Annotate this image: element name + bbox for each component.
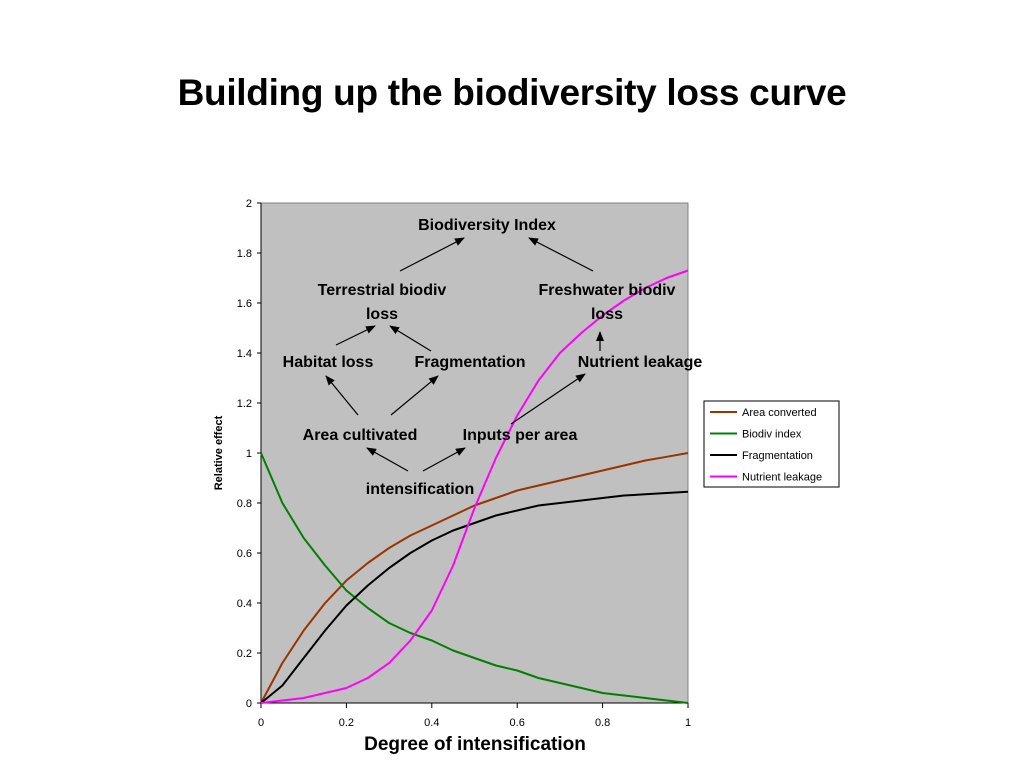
x-tick-label: 0.2 — [339, 717, 354, 729]
y-tick-label: 2 — [246, 198, 252, 210]
arrow-fragmentation-to-terrestrial — [389, 325, 432, 352]
y-tick-label: 0.8 — [237, 498, 252, 510]
legend-label-area-converted: Area converted — [742, 407, 817, 419]
arrow-area-to-fragmentation — [390, 375, 439, 416]
y-axis-title: Relative effect — [213, 415, 225, 490]
y-tick-label: 0 — [246, 698, 252, 710]
diagram-node-biodiversity-index: Biodiversity Index — [418, 217, 556, 234]
diagram-node-habitat-loss: Habitat loss — [283, 354, 374, 371]
series-layer — [260, 269, 689, 704]
y-tick-label: 1.2 — [237, 398, 252, 410]
x-axis-title: Degree of intensification — [364, 734, 586, 755]
arrow-intensification-to-area — [366, 447, 409, 472]
arrow-inputs-to-nutrient — [510, 373, 586, 425]
y-tick-label: 1.6 — [237, 298, 252, 310]
diagram-node-intensification: intensification — [366, 481, 474, 498]
diagram-node-freshwater-biodiv-loss: Freshwater biodiv — [539, 282, 676, 299]
diagram-layer: Biodiversity Index Terrestrial biodiv loss… — [283, 217, 703, 498]
legend-label-fragmentation: Fragmentation — [742, 450, 813, 462]
y-tick-label: 1.8 — [237, 248, 252, 260]
arrow-area-to-habitat — [325, 375, 359, 416]
arrow-terrestrial-to-biodiversity — [399, 237, 465, 272]
legend-box — [703, 400, 840, 488]
legend-label-nutrient-leakage: Nutrient leakage — [742, 472, 822, 484]
y-tick-label: 0.2 — [237, 648, 252, 660]
y-tick-label: 1 — [246, 448, 252, 460]
diagram-node-inputs-per-area: Inputs per area — [463, 427, 578, 444]
x-tick-label: 0.4 — [424, 717, 439, 729]
y-tick-label: 0.6 — [237, 548, 252, 560]
diagram-node-nutrient-leakage: Nutrient leakage — [578, 354, 703, 371]
series-line-fragmentation — [260, 490, 689, 704]
diagram-node-terrestrial-biodiv-loss: loss — [366, 306, 398, 323]
legend: Area converted Biodiv index Fragmentation N… — [703, 400, 840, 488]
slide-title: Building up the biodiversity loss curve — [177, 72, 847, 113]
arrow-intensification-to-inputs — [422, 447, 466, 472]
x-tick-label: 1 — [685, 717, 691, 729]
diagram-node-terrestrial-biodiv-loss: Terrestrial biodiv — [318, 282, 447, 299]
diagram-node-freshwater-biodiv-loss: loss — [591, 306, 623, 323]
legend-label-biodiv-index: Biodiv index — [742, 429, 802, 441]
diagram-node-fragmentation: Fragmentation — [414, 354, 525, 371]
x-tick-label: 0.8 — [595, 717, 610, 729]
series-line-nutrient-leakage — [260, 269, 689, 704]
y-tick-label: 1.4 — [237, 348, 252, 360]
x-tick-label: 0 — [258, 717, 264, 729]
x-tick-label: 0.6 — [510, 717, 525, 729]
series-line-biodiv-index — [260, 452, 689, 704]
diagram-node-area-cultivated: Area cultivated — [303, 427, 418, 444]
y-tick-label: 0.4 — [237, 598, 252, 610]
arrow-freshwater-to-biodiversity — [528, 237, 594, 272]
y-axis: 0 0.2 0.4 0.6 0.8 1 1.2 1.4 1.6 1.8 2 — [237, 198, 262, 710]
arrow-habitat-to-terrestrial — [335, 325, 376, 346]
x-axis: 0 0.2 0.4 0.6 0.8 1 — [258, 702, 691, 729]
plot-area — [260, 202, 689, 704]
